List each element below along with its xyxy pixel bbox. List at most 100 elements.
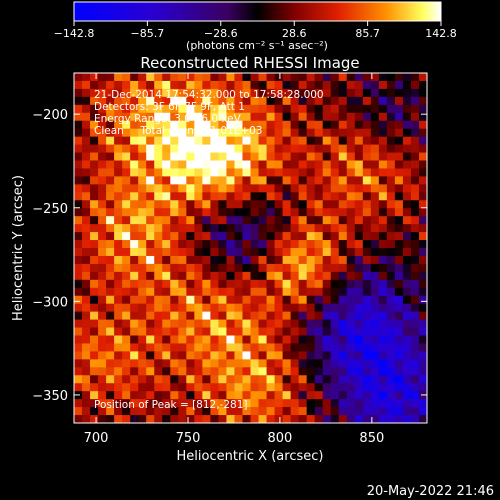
heatmap-cell — [98, 391, 107, 400]
heatmap-cell — [362, 160, 372, 170]
heatmap-cell — [266, 271, 276, 281]
heatmap-cell — [282, 351, 292, 360]
heatmap-cell — [186, 359, 195, 368]
heatmap-cell — [322, 255, 332, 265]
x-tick-label: 800 — [268, 431, 293, 446]
heatmap-cell — [218, 104, 228, 114]
heatmap-cell — [298, 136, 308, 146]
heatmap-cell — [322, 192, 332, 201]
heatmap-cell — [154, 351, 163, 360]
heatmap-cell — [362, 279, 372, 289]
heatmap-cell — [90, 176, 99, 185]
heatmap-cell — [90, 375, 99, 384]
heatmap-cell — [130, 415, 139, 423]
heatmap-cell — [330, 176, 340, 185]
heatmap-cell — [146, 271, 155, 281]
heatmap-cell — [290, 319, 300, 329]
heatmap-cell — [330, 224, 340, 233]
heatmap-cell — [114, 271, 123, 281]
heatmap-cell — [322, 224, 332, 233]
heatmap-cell — [98, 73, 107, 82]
heatmap-cell — [330, 351, 340, 360]
heatmap-cell — [282, 407, 292, 416]
heatmap-cell — [194, 168, 203, 177]
heatmap-cell — [194, 88, 203, 98]
heatmap-cell — [106, 136, 115, 146]
heatmap-cell — [290, 73, 300, 82]
heatmap-cell — [258, 271, 268, 281]
heatmap-cell — [314, 152, 324, 162]
heatmap-cell — [202, 248, 211, 257]
heatmap-cell — [386, 287, 396, 297]
heatmap-cell — [250, 200, 260, 209]
heatmap-cell — [178, 335, 187, 345]
heatmap-cell — [282, 152, 292, 162]
heatmap-cell — [266, 415, 276, 423]
y-tick-label: −300 — [32, 295, 68, 310]
heatmap-cell — [218, 120, 228, 130]
heatmap-cell — [282, 327, 292, 337]
heatmap-cell — [122, 359, 131, 368]
heatmap-cell — [370, 415, 380, 423]
heatmap-cell — [386, 335, 396, 345]
heatmap-cell — [346, 104, 356, 114]
heatmap-cell — [298, 128, 308, 138]
heatmap-cell — [362, 96, 372, 106]
heatmap-cell — [170, 383, 179, 392]
heatmap-cell — [322, 327, 332, 337]
heatmap-cell — [82, 136, 91, 146]
heatmap-cell — [234, 271, 244, 281]
heatmap-cell — [410, 80, 420, 90]
heatmap-cell — [106, 192, 115, 201]
heatmap-cell — [114, 319, 123, 329]
heatmap-cell — [266, 73, 276, 82]
heatmap-cell — [194, 311, 203, 321]
heatmap-cell — [178, 271, 187, 281]
heatmap-cell — [154, 192, 163, 201]
heatmap-cell — [362, 176, 372, 185]
heatmap-cell — [290, 335, 300, 345]
heatmap-cell — [106, 407, 115, 416]
heatmap-cell — [410, 73, 420, 82]
heatmap-cell — [290, 287, 300, 297]
heatmap-cell — [98, 216, 107, 225]
heatmap-cell — [250, 383, 260, 392]
heatmap-cell — [346, 160, 356, 170]
heatmap-cell — [338, 359, 348, 368]
heatmap-cell — [114, 184, 123, 193]
heatmap-cell — [82, 248, 91, 257]
heatmap-cell — [202, 216, 211, 225]
heatmap-cell — [90, 295, 99, 305]
heatmap-cell — [98, 168, 107, 177]
heatmap-cell — [90, 399, 99, 408]
heatmap-cell — [274, 263, 284, 273]
heatmap-cell — [354, 311, 364, 321]
heatmap-cell — [106, 232, 115, 241]
heatmap-cell — [202, 208, 211, 217]
heatmap-cell — [298, 88, 308, 98]
plot-frame — [73, 72, 428, 424]
heatmap-cell — [146, 112, 155, 122]
heatmap-cell — [234, 104, 244, 114]
heatmap-cell — [346, 255, 356, 265]
heatmap-cell — [98, 263, 107, 273]
heatmap-cell — [282, 232, 292, 241]
heatmap-cell — [418, 96, 427, 106]
heatmap-cell — [122, 415, 131, 423]
heatmap-cell — [234, 287, 244, 297]
heatmap-cell — [154, 73, 163, 82]
heatmap-cell — [74, 200, 83, 209]
heatmap-cell — [202, 271, 211, 281]
heatmap-cell — [210, 200, 220, 209]
heatmap-cell — [170, 96, 179, 106]
heatmap-cell — [394, 383, 404, 392]
heatmap-cell — [74, 391, 83, 400]
heatmap-cell — [386, 375, 396, 384]
heatmap-cell — [402, 359, 412, 368]
heatmap-cell — [74, 279, 83, 289]
heatmap-cell — [290, 88, 300, 98]
heatmap-cell — [98, 104, 107, 114]
heatmap-cell — [106, 335, 115, 345]
heatmap-cell — [402, 303, 412, 313]
heatmap-cell — [266, 255, 276, 265]
